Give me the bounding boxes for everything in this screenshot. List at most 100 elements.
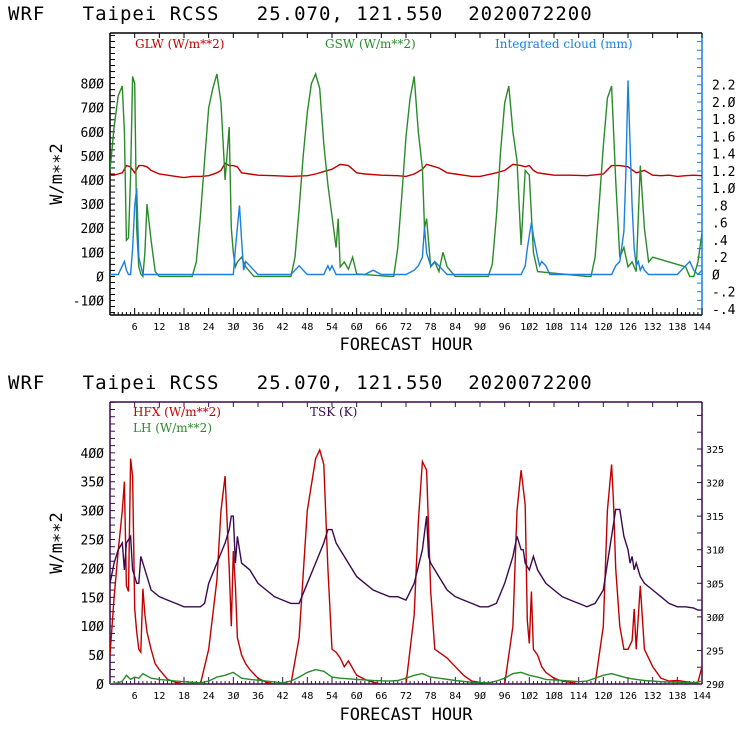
chart-2 — [109, 401, 703, 685]
y2-tick-label: 31Ø — [706, 545, 724, 557]
y-tick-label: 3ØØ — [81, 505, 105, 520]
x-tick-label: 9Ø — [474, 321, 486, 333]
x-tick-label: 132 — [644, 691, 662, 702]
legend-entry: LH (W/m**2) — [133, 421, 212, 435]
y2-tick-label: 1.4 — [712, 148, 736, 163]
y2-tick-label: 1.8 — [712, 113, 735, 128]
x-tick-label: 84 — [449, 691, 461, 702]
y2-tick-label: 1.6 — [712, 130, 735, 145]
y-axis-label: W/m∗∗2 — [47, 143, 67, 204]
x-tick-label: 126 — [619, 691, 637, 702]
x-tick-label: 96 — [499, 322, 511, 333]
y2-tick-label: .8 — [712, 199, 728, 214]
x-tick-label: 6 — [132, 322, 138, 333]
y-tick-label: 8ØØ — [81, 78, 105, 93]
x-tick-label: 36 — [252, 691, 264, 702]
y2-tick-label: 1.2 — [712, 165, 735, 180]
y2-tick-label: 2.2 — [712, 79, 735, 94]
y2-tick-label: 2.Ø — [712, 96, 736, 111]
series-line-lh — [110, 668, 702, 684]
y2-tick-label: -.2 — [712, 286, 735, 301]
y-tick-label: 5ØØ — [81, 150, 105, 165]
x-tick-label: 66 — [375, 691, 387, 702]
x-tick-label: 48 — [301, 322, 313, 333]
y-tick-label: -1ØØ — [73, 295, 104, 310]
x-tick-label: 1Ø2 — [520, 690, 538, 702]
x-tick-label: 114 — [570, 691, 588, 702]
x-tick-label: 114 — [570, 322, 588, 333]
y-tick-label: 2ØØ — [81, 562, 105, 577]
y-tick-label: Ø — [96, 270, 104, 285]
x-tick-label: 24 — [203, 691, 215, 702]
y2-tick-label: 315 — [706, 512, 724, 523]
x-tick-label: 24 — [203, 322, 215, 333]
legend-entry: GSW (W/m**2) — [325, 37, 416, 51]
y2-tick-label: .6 — [712, 217, 728, 232]
chart-1 — [109, 32, 703, 316]
y2-tick-label: 325 — [706, 445, 724, 456]
y-tick-label: 5Ø — [88, 649, 104, 664]
y-tick-label: 25Ø — [81, 534, 105, 549]
chart2-title: WRF Taipei RCSS 25.070, 121.550 20200722… — [8, 372, 593, 394]
x-tick-label: 78 — [425, 322, 437, 333]
y2-tick-label: 295 — [706, 646, 724, 657]
y2-tick-label: -.4 — [712, 303, 736, 318]
y2-tick-label: 32Ø — [706, 478, 724, 490]
y-tick-label: 2ØØ — [81, 222, 105, 237]
x-tick-label: 54 — [326, 322, 338, 333]
x-tick-label: 36 — [252, 322, 264, 333]
x-tick-label: 18 — [178, 322, 190, 333]
y-tick-label: 6ØØ — [81, 126, 105, 141]
y-tick-label: 7ØØ — [81, 102, 105, 117]
x-axis-label: FORECAST HOUR — [339, 705, 473, 725]
x-tick-label: 12 — [153, 691, 165, 702]
x-tick-label: 144 — [693, 322, 711, 333]
x-tick-label: 144 — [693, 691, 711, 702]
y-axis-label: W/m∗∗2 — [47, 512, 67, 573]
y2-tick-label: Ø — [712, 268, 720, 283]
y-tick-label: 4ØØ — [81, 447, 105, 462]
x-tick-label: 132 — [644, 322, 662, 333]
x-tick-label: 1Ø2 — [520, 321, 538, 333]
series-line-gsw — [110, 71, 702, 279]
y2-tick-label: 3Ø5 — [706, 578, 724, 590]
x-tick-label: 12Ø — [594, 321, 612, 333]
series-line-tsk — [110, 508, 702, 611]
x-tick-label: 6 — [132, 691, 138, 702]
x-axis-label: FORECAST HOUR — [339, 335, 473, 355]
y-tick-label: Ø — [96, 678, 104, 693]
y-tick-label: 35Ø — [81, 476, 105, 491]
y-tick-label: 15Ø — [81, 591, 105, 606]
x-tick-label: 1Ø8 — [545, 321, 563, 333]
x-tick-label: 72 — [400, 691, 412, 702]
legend-entry: Integrated cloud (mm) — [495, 37, 633, 51]
chart1-title: WRF Taipei RCSS 25.070, 121.550 20200722… — [8, 3, 593, 25]
x-tick-label: 42 — [277, 322, 289, 333]
y2-tick-label: 3ØØ — [706, 612, 724, 624]
y-tick-label: 3ØØ — [81, 198, 105, 213]
x-tick-label: 96 — [499, 691, 511, 702]
series-line-hfx — [110, 448, 702, 684]
y2-tick-label: .4 — [712, 234, 728, 249]
y2-tick-label: 29Ø — [706, 679, 724, 691]
x-tick-label: 126 — [619, 322, 637, 333]
x-tick-label: 72 — [400, 322, 412, 333]
series-line-glw — [110, 162, 702, 179]
x-tick-label: 84 — [449, 322, 461, 333]
x-tick-label: 3Ø — [227, 690, 239, 702]
y2-tick-label: .2 — [712, 251, 728, 266]
x-tick-label: 138 — [668, 322, 686, 333]
x-tick-label: 48 — [301, 691, 313, 702]
legend-entry: GLW (W/m**2) — [135, 37, 224, 51]
legend-entry: HFX (W/m**2) — [133, 405, 221, 419]
x-tick-label: 18 — [178, 691, 190, 702]
x-tick-label: 6Ø — [351, 690, 363, 702]
y2-tick-label: 1.Ø — [712, 182, 736, 197]
x-tick-label: 12Ø — [594, 690, 612, 702]
x-tick-label: 6Ø — [351, 321, 363, 333]
x-tick-label: 78 — [425, 691, 437, 702]
legend-entry: TSK (K) — [310, 405, 357, 419]
x-tick-label: 138 — [668, 691, 686, 702]
x-tick-label: 1Ø8 — [545, 690, 563, 702]
